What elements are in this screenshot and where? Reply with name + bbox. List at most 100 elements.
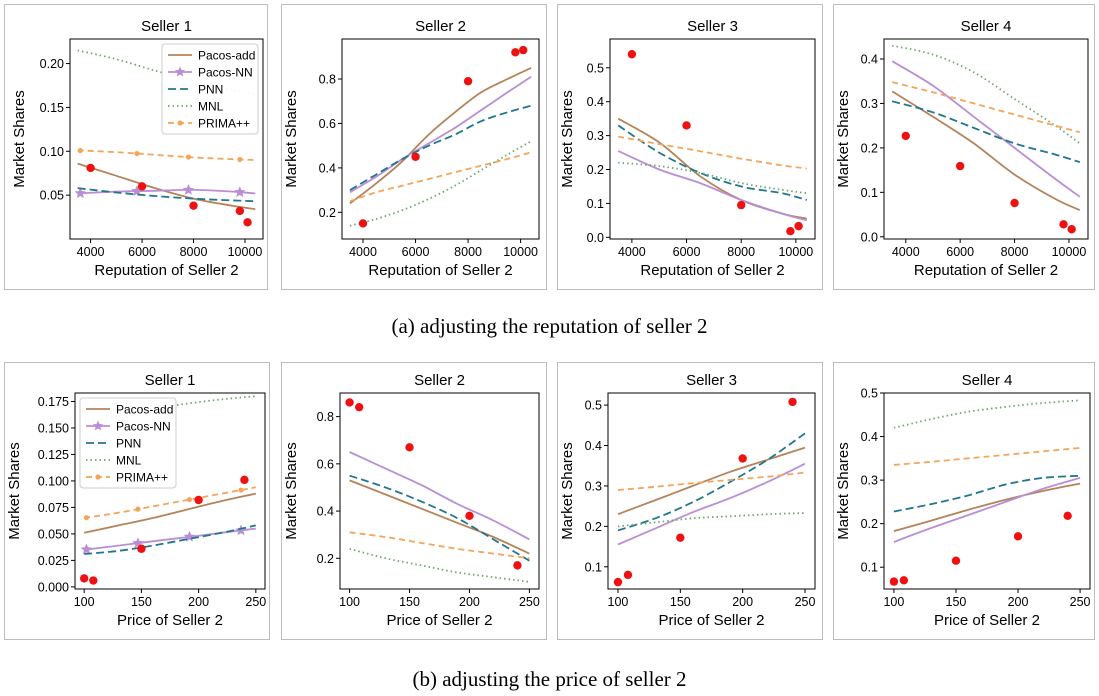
observed-point <box>1013 532 1023 541</box>
y-tick-label: 0.8 <box>317 410 334 424</box>
x-tick-label: 200 <box>732 595 753 609</box>
x-tick-label: 10000 <box>503 245 538 259</box>
observed-point <box>627 50 637 59</box>
series-line-pacos-nn <box>349 76 532 194</box>
y-axis-label: Market Shares <box>835 442 852 540</box>
y-tick-label: 0.1 <box>861 561 878 575</box>
x-tick-label: 250 <box>245 595 266 609</box>
legend-marker-star <box>92 420 104 431</box>
y-tick-label: 0.2 <box>319 206 336 220</box>
observed-point <box>513 561 522 570</box>
legend-label: PNN <box>116 437 141 451</box>
x-tick-label: 10000 <box>228 245 263 259</box>
y-tick-label: 0.0 <box>861 230 878 244</box>
y-tick-label: 0.000 <box>38 580 69 594</box>
legend-marker-star <box>174 66 186 77</box>
legend-label: MNL <box>116 454 142 468</box>
x-tick-label: 6000 <box>946 245 974 259</box>
chart-svg: Seller 3 4000 6000 8000 10000 0.0 0.1 0.2 0.3 0.4… <box>559 18 816 279</box>
x-tick-label: 4000 <box>349 245 377 259</box>
x-axis-label: Reputation of Seller 2 <box>914 262 1058 279</box>
series-line-pacos-nn <box>77 188 256 195</box>
series-line-mnl <box>617 512 806 528</box>
y-tick-label: 0.1 <box>861 186 878 200</box>
y-tick-label: 0.1 <box>587 197 604 211</box>
observed-point <box>737 200 746 210</box>
chart-panel-b-seller-4: Seller 4 100 150 200 250 0.1 0.2 0.3 0.4 0.5 Price… <box>833 362 1095 640</box>
series-marker-star <box>74 187 86 199</box>
observed-point <box>899 576 909 585</box>
observed-point <box>519 45 528 55</box>
legend-label: Pacos-NN <box>198 66 253 80</box>
legend: Pacos-add Pacos-NN PNN MNL PRIMA++ <box>79 397 177 489</box>
observed-point <box>1063 511 1072 521</box>
observed-point <box>235 206 245 216</box>
series-marker-dot <box>77 147 83 154</box>
y-tick-label: 0.2 <box>317 552 334 566</box>
observed-point <box>79 574 89 583</box>
y-tick-label: 0.05 <box>40 189 64 203</box>
y-tick-label: 0.4 <box>585 439 602 453</box>
x-tick-label: 8000 <box>454 245 482 259</box>
caption-a: (a) adjusting the reputation of seller 2 <box>391 314 708 338</box>
x-axis-label: Price of Seller 2 <box>387 612 493 629</box>
y-tick-label: 0.8 <box>319 73 336 87</box>
chart-title: Seller 2 <box>414 372 465 389</box>
series-line-pacos-add <box>349 67 532 205</box>
observed-point <box>194 495 203 505</box>
observed-point <box>354 402 364 412</box>
legend-marker-dot <box>177 120 183 126</box>
chart-title: Seller 4 <box>961 18 1012 35</box>
y-axis-label: Market Shares <box>559 442 576 540</box>
series-line-pacos-nn <box>617 150 808 222</box>
x-axis-label: Reputation of Seller 2 <box>640 262 784 279</box>
series-line-pacos-add <box>349 479 530 555</box>
x-tick-label: 10000 <box>778 245 813 259</box>
observed-point <box>86 163 95 173</box>
legend-marker-dot <box>95 474 101 480</box>
series-marker-dot <box>186 496 193 503</box>
legend-label: Pacos-NN <box>116 420 171 434</box>
series-marker-star <box>80 543 93 555</box>
y-tick-label: 0.6 <box>319 117 336 131</box>
y-tick-label: 0.15 <box>40 101 64 115</box>
observed-point <box>345 398 354 407</box>
observed-point <box>189 201 198 210</box>
observed-point <box>889 577 899 586</box>
x-axis-label: Reputation of Seller 2 <box>94 262 238 279</box>
y-tick-label: 0.5 <box>587 61 604 75</box>
series-line-mnl <box>349 548 530 583</box>
x-tick-label: 10000 <box>1052 245 1087 259</box>
observed-point <box>243 218 252 227</box>
observed-point <box>623 570 633 580</box>
series-line-prima- <box>349 151 532 203</box>
observed-point <box>137 182 147 191</box>
legend-label: PRIMA++ <box>116 471 168 485</box>
y-tick-label: 0.10 <box>40 145 64 159</box>
x-tick-label: 4000 <box>892 245 920 259</box>
chart-svg: Seller 4 4000 6000 8000 10000 0.0 0.1 0.2 0.3 0.4… <box>835 18 1089 279</box>
x-tick-label: 150 <box>399 595 420 609</box>
x-tick-label: 200 <box>1008 595 1029 609</box>
y-axis-label: Market Shares <box>559 90 576 188</box>
chart-panel-a-seller-2: Seller 2 4000 6000 8000 10000 0.2 0.4 0.6 0.8 Rep… <box>281 4 547 290</box>
series-line-prima- <box>891 81 1081 134</box>
y-tick-label: 0.0 <box>587 231 604 245</box>
x-tick-label: 100 <box>608 595 629 609</box>
chart-svg: Seller 1 100 150 200 250 0.000 0.025 0.050 0.075… <box>6 372 266 629</box>
series-line-pacos-nn <box>349 451 530 541</box>
observed-point <box>465 511 474 520</box>
x-tick-label: 8000 <box>727 245 755 259</box>
observed-point <box>405 443 414 452</box>
series-marker-star <box>131 185 143 196</box>
plot-frame <box>339 392 540 590</box>
series-line-pnn <box>893 474 1081 513</box>
plot-frame <box>69 38 264 240</box>
observed-point <box>463 77 473 86</box>
observed-point <box>137 544 146 553</box>
x-axis-label: Price of Seller 2 <box>117 612 223 629</box>
series-line-prima- <box>77 149 256 161</box>
y-tick-label: 0.20 <box>40 57 64 71</box>
caption-b: (b) adjusting the price of seller 2 <box>412 667 687 691</box>
series-marker-dot <box>83 515 90 521</box>
